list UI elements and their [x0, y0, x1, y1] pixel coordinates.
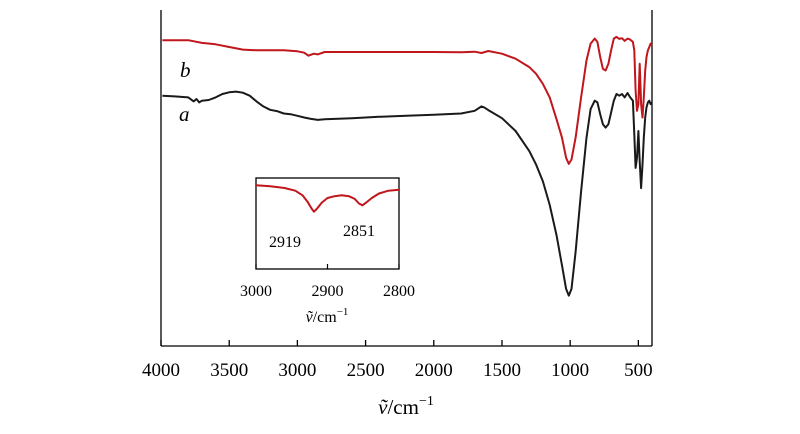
x-axis-symbol: ṽ	[378, 395, 388, 419]
peak-label-2851: 2851	[343, 223, 375, 240]
spectrum-line-b	[162, 35, 653, 165]
series-label-a: a	[179, 102, 190, 126]
inset-x-axis-symbol: ṽ	[306, 309, 314, 326]
x-axis-unit: /cm	[387, 395, 419, 419]
x-tick-label: 1000	[551, 360, 589, 381]
x-tick-label: 2000	[415, 360, 453, 381]
x-tick-label: 500	[624, 360, 653, 381]
inset-frame	[255, 177, 400, 270]
x-tick-label: 3500	[210, 360, 248, 381]
inset-x-axis-exponent: −1	[337, 306, 349, 318]
inset-spectrum-line-b	[255, 184, 400, 213]
spectra-lines	[162, 35, 653, 297]
x-tick-label: 2500	[347, 360, 385, 381]
inset-x-tick-label: 3000	[240, 283, 272, 300]
x-axis-exponent: −1	[419, 394, 434, 409]
inset-x-tick-label: 2800	[383, 283, 415, 300]
inset-x-axis-title: ṽ/cm−1	[306, 306, 349, 326]
series-label-b: b	[180, 58, 191, 82]
x-axis-ticks: 4000 3500 3000 2500 2000 1500 1000 500	[142, 340, 653, 381]
inset-x-tick-label: 2900	[312, 283, 344, 300]
spectrum-line-a	[162, 90, 653, 297]
inset-x-ticks: 3000 2900 2800	[240, 264, 415, 300]
x-tick-label: 3000	[278, 360, 316, 381]
peak-label-2919: 2919	[269, 234, 301, 251]
x-tick-label: 1500	[483, 360, 521, 381]
x-tick-label: 4000	[142, 360, 180, 381]
inset-spectrum	[255, 184, 400, 213]
x-axis-title: ṽ/cm−1	[378, 394, 434, 419]
inset-x-axis-unit: /cm	[313, 309, 338, 326]
